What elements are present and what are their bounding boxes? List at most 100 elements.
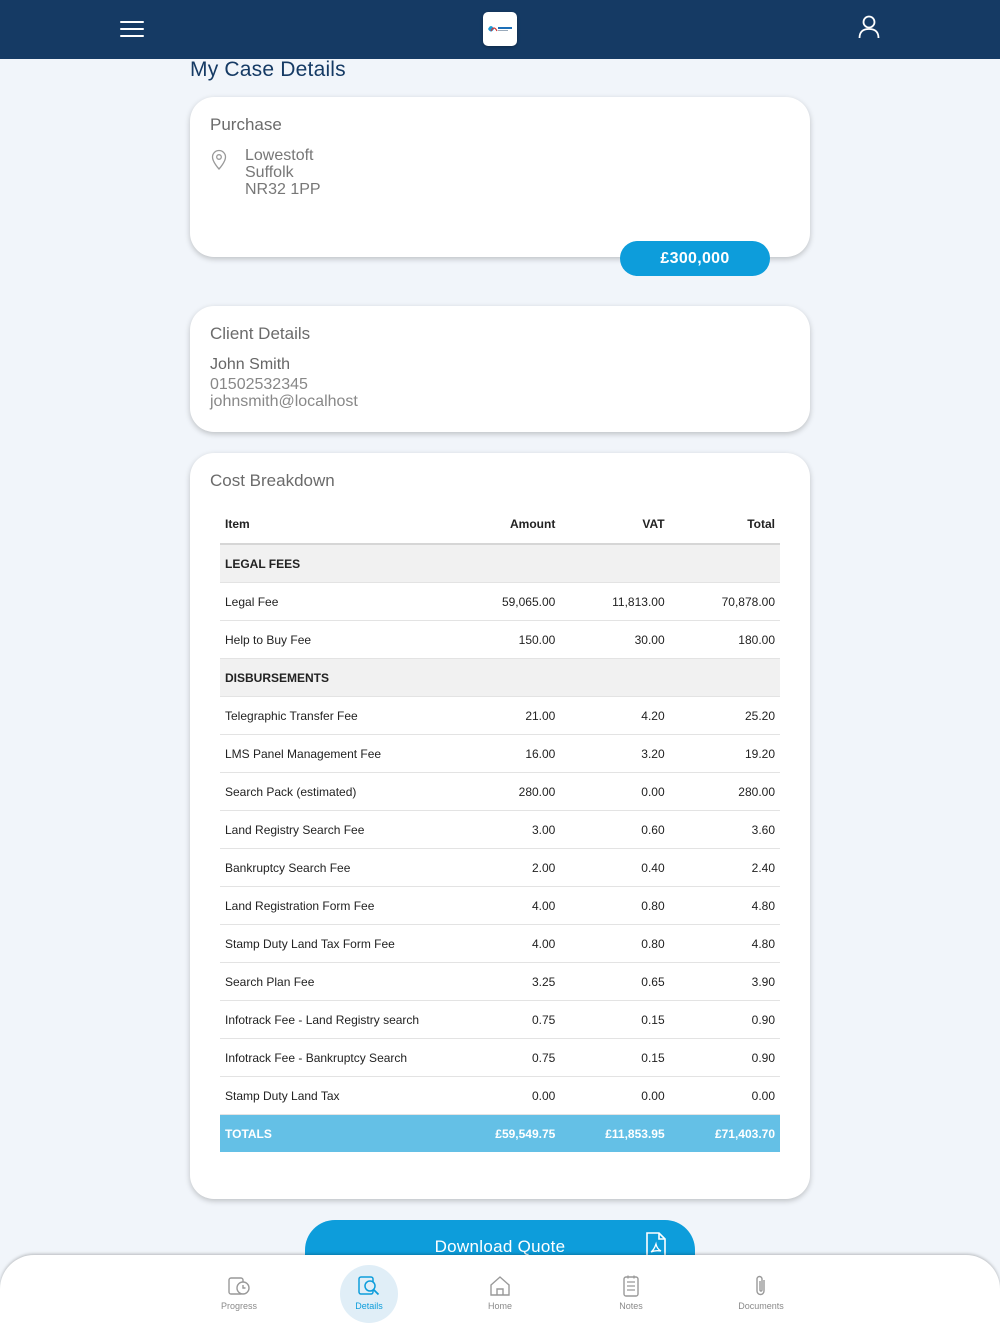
cell-item: Stamp Duty Land Tax: [220, 1076, 450, 1115]
cell-item: Land Registration Form Fee: [220, 886, 450, 925]
cell-item: Telegraphic Transfer Fee: [220, 696, 450, 735]
table-row: LMS Panel Management Fee 16.00 3.20 19.20: [220, 734, 780, 773]
nav-progress-label: Progress: [220, 1301, 257, 1311]
cell-amount: 4.00: [450, 886, 561, 925]
page-title: My Case Details: [190, 58, 346, 81]
cell-item: Legal Fee: [220, 582, 450, 621]
nav-notes-label: Notes: [619, 1301, 643, 1311]
cell-total: 180.00: [669, 620, 780, 659]
download-quote-label: Download Quote: [434, 1237, 566, 1256]
bottom-navigation: Progress Details Home Notes Documents: [0, 1255, 1000, 1334]
cell-amount: 3.25: [450, 962, 561, 1001]
purchase-card: Purchase Lowestoft Suffolk NR32 1PP: [190, 97, 810, 257]
cell-vat: 0.60: [560, 810, 670, 849]
cell-item: Infotrack Fee - Bankruptcy Search: [220, 1038, 450, 1077]
cell-vat: 4.20: [560, 696, 670, 735]
nav-home[interactable]: Home: [465, 1255, 535, 1334]
totals-vat: £11,853.95: [560, 1114, 670, 1152]
cell-amount: 0.75: [450, 1038, 561, 1077]
location-pin-icon: [210, 149, 228, 176]
client-details-title: Client Details: [210, 324, 311, 343]
cell-total: 3.60: [669, 810, 780, 849]
cell-total: 4.80: [669, 886, 780, 925]
cell-amount: 16.00: [450, 734, 561, 773]
cell-total: 4.80: [669, 924, 780, 963]
header-item: Item: [220, 505, 450, 545]
cell-vat: 0.15: [560, 1038, 670, 1077]
property-address: Lowestoft Suffolk NR32 1PP: [245, 147, 321, 198]
cell-item: Search Plan Fee: [220, 962, 450, 1001]
header-total: Total: [669, 505, 780, 545]
home-icon: [490, 1276, 510, 1296]
cell-item: Stamp Duty Land Tax Form Fee: [220, 924, 450, 963]
table-row: Telegraphic Transfer Fee 21.00 4.20 25.20: [220, 696, 780, 735]
cell-item: Land Registry Search Fee: [220, 810, 450, 849]
cell-total: 280.00: [669, 772, 780, 811]
table-row: Land Registration Form Fee 4.00 0.80 4.80: [220, 886, 780, 925]
cell-amount: 0.75: [450, 1000, 561, 1039]
progress-clock-icon: [228, 1277, 250, 1295]
cell-amount: 59,065.00: [450, 582, 561, 621]
cell-total: 3.90: [669, 962, 780, 1001]
cell-item: Infotrack Fee - Land Registry search: [220, 1000, 450, 1039]
cell-vat: 0.80: [560, 924, 670, 963]
purchase-title: Purchase: [210, 115, 282, 134]
address-line-county: Suffolk: [245, 164, 294, 181]
cell-vat: 0.15: [560, 1000, 670, 1039]
cell-item: Help to Buy Fee: [220, 620, 450, 659]
table-row: Bankruptcy Search Fee 2.00 0.40 2.40: [220, 848, 780, 887]
cell-amount: 280.00: [450, 772, 561, 811]
cell-vat: 0.00: [560, 1076, 670, 1115]
address-line-postcode: NR32 1PP: [245, 181, 321, 198]
table-row: Infotrack Fee - Land Registry search 0.75…: [220, 1000, 780, 1039]
nav-notes[interactable]: Notes: [596, 1255, 666, 1334]
table-row: Stamp Duty Land Tax Form Fee 4.00 0.80 4.80: [220, 924, 780, 963]
address-line-town: Lowestoft: [245, 147, 314, 164]
nav-home-label: Home: [487, 1301, 512, 1311]
cell-total: 0.90: [669, 1000, 780, 1039]
client-name: John Smith: [210, 356, 291, 373]
top-app-bar: [0, 0, 1000, 59]
cell-vat: 0.80: [560, 886, 670, 925]
table-row: Help to Buy Fee 150.00 30.00 180.00: [220, 620, 780, 659]
totals-row: TOTALS £59,549.75 £11,853.95 £71,403.70: [220, 1114, 780, 1152]
client-details-card: Client Details John Smith 01502532345 jo…: [190, 306, 810, 432]
paperclip-icon: [756, 1275, 765, 1296]
cell-total: 0.90: [669, 1038, 780, 1077]
pdf-file-icon: [645, 1232, 667, 1263]
table-row: Search Pack (estimated) 280.00 0.00 280.00: [220, 772, 780, 811]
notes-icon: [623, 1275, 639, 1297]
cost-table-header: Item Amount VAT Total: [220, 505, 780, 545]
nav-documents[interactable]: Documents: [726, 1255, 796, 1334]
cell-item: Search Pack (estimated): [220, 772, 450, 811]
cell-amount: 4.00: [450, 924, 561, 963]
cost-breakdown-title: Cost Breakdown: [210, 471, 335, 490]
nav-details[interactable]: Details: [334, 1255, 404, 1334]
cell-vat: 11,813.00: [560, 582, 670, 621]
cell-amount: 3.00: [450, 810, 561, 849]
cell-total: 25.20: [669, 696, 780, 735]
totals-total: £71,403.70: [669, 1114, 780, 1152]
cell-total: 70,878.00: [669, 582, 780, 621]
section-label: DISBURSEMENTS: [220, 658, 780, 697]
cell-amount: 150.00: [450, 620, 561, 659]
cell-item: Bankruptcy Search Fee: [220, 848, 450, 887]
cell-vat: 3.20: [560, 734, 670, 773]
cell-total: 19.20: [669, 734, 780, 773]
cell-vat: 30.00: [560, 620, 670, 659]
cell-amount: 2.00: [450, 848, 561, 887]
cell-vat: 0.40: [560, 848, 670, 887]
nav-documents-label: Documents: [738, 1301, 784, 1311]
hamburger-menu-icon[interactable]: [116, 15, 148, 43]
cell-total: 2.40: [669, 848, 780, 887]
cell-total: 0.00: [669, 1076, 780, 1115]
user-profile-icon[interactable]: [855, 13, 883, 41]
cost-breakdown-card: Cost Breakdown Item Amount VAT Total LEG…: [190, 453, 810, 1199]
cell-item: LMS Panel Management Fee: [220, 734, 450, 773]
section-row: LEGAL FEES: [220, 544, 780, 583]
firm-logo[interactable]: [483, 12, 517, 46]
nav-progress[interactable]: Progress: [204, 1255, 274, 1334]
client-phone: 01502532345: [210, 376, 308, 393]
header-vat: VAT: [560, 505, 670, 545]
nav-details-label: Details: [355, 1301, 383, 1311]
